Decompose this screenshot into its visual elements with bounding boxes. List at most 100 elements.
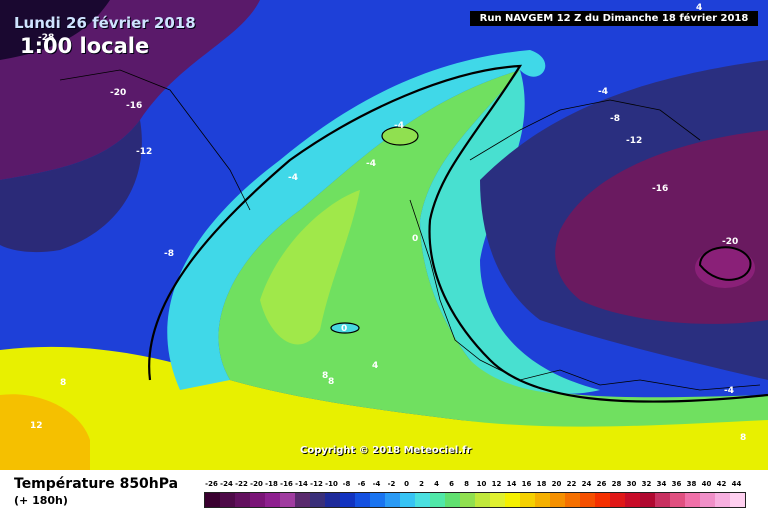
contour-zero-west <box>148 64 768 403</box>
scale-tick-label: 0 <box>404 480 409 488</box>
scale-tick-label: 8 <box>464 480 469 488</box>
scale-swatch <box>595 493 610 507</box>
contour-label: 4 <box>372 361 378 371</box>
scale-tick-label: 18 <box>536 480 547 488</box>
scale-swatch <box>310 493 325 507</box>
scale-tick-label: 22 <box>566 480 577 488</box>
scale-swatch <box>235 493 250 507</box>
color-scale-labels: -26 -24 -22 -20 -18 -16 -14 -12 -10 -8 -6 -4 -2 0 2 4 6 8… <box>204 480 744 490</box>
scale-swatch <box>715 493 730 507</box>
scale-tick-label: 36 <box>671 480 682 488</box>
contour-label: -16 <box>652 184 668 194</box>
contour-label: 8 <box>60 378 66 388</box>
field-dark-nw <box>0 0 110 60</box>
color-scale: -26 -24 -22 -20 -18 -16 -14 -12 -10 -8 -6 -4 -2 0 2 4 6 8… <box>204 480 760 508</box>
scale-swatch <box>415 493 430 507</box>
contour-label: -4 <box>724 386 734 396</box>
scale-swatch <box>295 493 310 507</box>
scale-tick-label: 38 <box>686 480 697 488</box>
scale-swatch <box>580 493 595 507</box>
scale-tick-label: -6 <box>357 480 366 488</box>
scale-swatch <box>430 493 445 507</box>
contour-label: -4 <box>394 121 404 131</box>
scale-swatch <box>490 493 505 507</box>
scale-swatch <box>250 493 265 507</box>
scale-tick-label: 32 <box>641 480 652 488</box>
field-orange-sw <box>0 394 90 470</box>
contour-label: 8 <box>328 377 334 387</box>
scale-swatch <box>205 493 220 507</box>
forecast-date: Lundi 26 février 2018 <box>14 14 196 32</box>
copyright-notice: Copyright © 2018 Meteociel.fr <box>300 445 472 456</box>
scale-tick-label: 10 <box>476 480 487 488</box>
field-light-green <box>260 190 360 345</box>
scale-swatch <box>505 493 520 507</box>
scale-tick-label: 34 <box>656 480 667 488</box>
contour-label: 8 <box>740 433 746 443</box>
contour-label: 8 <box>322 371 328 381</box>
contour-label: -20 <box>110 88 126 98</box>
scale-tick-label: -16 <box>280 480 293 488</box>
forecast-time: 1:00 locale <box>20 34 150 58</box>
scale-tick-label: 2 <box>419 480 424 488</box>
scale-tick-label: 40 <box>701 480 712 488</box>
scale-tick-label: 4 <box>434 480 439 488</box>
contour-iceland <box>381 126 419 146</box>
scale-swatch <box>265 493 280 507</box>
scale-tick-label: -18 <box>265 480 278 488</box>
scale-tick-label: 20 <box>551 480 562 488</box>
contour-label: -4 <box>288 173 298 183</box>
scale-tick-label: -12 <box>310 480 323 488</box>
field-purple-nw <box>0 0 260 180</box>
contour-label: -12 <box>136 147 152 157</box>
contour-label: 4 <box>696 3 702 13</box>
scale-swatch <box>520 493 535 507</box>
scale-swatch <box>700 493 715 507</box>
scale-tick-label: -20 <box>250 480 263 488</box>
scale-swatch <box>400 493 415 507</box>
field-navy-nw <box>0 120 142 253</box>
scale-tick-label: 30 <box>626 480 637 488</box>
scale-swatch <box>355 493 370 507</box>
scale-tick-label: -2 <box>387 480 396 488</box>
contour-label: -12 <box>626 136 642 146</box>
variable-title: Température 850hPa <box>14 476 179 492</box>
scale-swatch <box>280 493 295 507</box>
color-scale-bar <box>204 492 746 508</box>
scale-tick-label: 6 <box>449 480 454 488</box>
scale-tick-label: -14 <box>295 480 308 488</box>
contour-east <box>698 246 752 281</box>
model-run-banner: Run NAVGEM 12 Z du Dimanche 18 février 2… <box>470 11 758 26</box>
lead-time: (+ 180h) <box>14 494 68 507</box>
scale-tick-label: 12 <box>491 480 502 488</box>
scale-swatch <box>220 493 235 507</box>
scale-swatch <box>445 493 460 507</box>
scale-swatch <box>565 493 580 507</box>
contour-label: 0 <box>412 234 418 244</box>
scale-swatch <box>535 493 550 507</box>
scale-tick-label: 14 <box>506 480 517 488</box>
scale-swatch <box>640 493 655 507</box>
contour-label: -20 <box>722 237 738 247</box>
scale-tick-label: 44 <box>731 480 742 488</box>
scale-swatch <box>460 493 475 507</box>
scale-tick-label: 28 <box>611 480 622 488</box>
contour-label: -8 <box>164 249 174 259</box>
scale-swatch <box>655 493 670 507</box>
scale-tick-label: -10 <box>325 480 338 488</box>
field-green <box>218 70 768 427</box>
contour-label: -8 <box>610 114 620 124</box>
scale-swatch <box>670 493 685 507</box>
scale-swatch <box>340 493 355 507</box>
coastline-europe <box>409 199 761 391</box>
scale-swatch <box>730 493 745 507</box>
scale-swatch <box>325 493 340 507</box>
scale-swatch <box>385 493 400 507</box>
scale-swatch <box>610 493 625 507</box>
scale-tick-label: -26 <box>205 480 218 488</box>
scale-tick-label: -8 <box>342 480 351 488</box>
scale-tick-label: 24 <box>581 480 592 488</box>
contour-label: -4 <box>366 159 376 169</box>
field-cyan-east <box>420 70 600 394</box>
contour-label: 12 <box>30 421 43 431</box>
